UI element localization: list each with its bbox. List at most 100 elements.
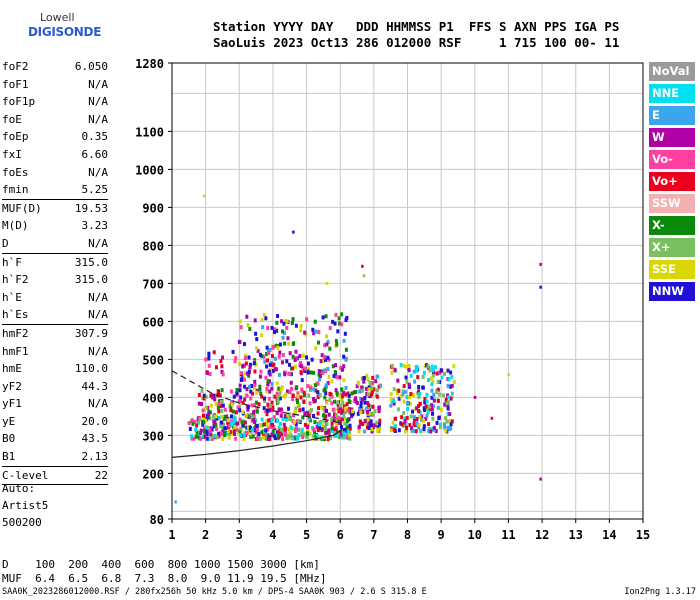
- echo-point: [370, 386, 374, 391]
- echo-point: [400, 422, 404, 427]
- echo-point: [247, 369, 251, 374]
- echo-point: [285, 325, 289, 330]
- echo-point: [392, 427, 396, 432]
- echo-point: [280, 429, 284, 434]
- echo-point: [338, 418, 342, 423]
- echo-point: [452, 364, 456, 369]
- echo-point: [347, 398, 351, 403]
- echo-point: [275, 418, 279, 423]
- echo-point: [202, 426, 206, 431]
- echo-point: [265, 364, 269, 369]
- echo-point: [360, 385, 364, 390]
- muf-table-distance-row: D 100 200 400 600 800 1000 1500 3000 [km…: [2, 558, 320, 571]
- echo-point: [450, 419, 454, 424]
- echo-point: [446, 400, 450, 405]
- y-tick-label: 1100: [135, 125, 164, 139]
- echo-point: [244, 361, 248, 366]
- echo-point: [205, 432, 209, 437]
- echo-point: [300, 378, 304, 383]
- y-tick-label: 500: [142, 353, 164, 367]
- echo-point: [345, 421, 349, 426]
- echo-point: [266, 379, 270, 384]
- echo-point: [322, 437, 326, 442]
- echo-point: [344, 392, 348, 397]
- echo-point: [397, 396, 401, 401]
- echo-point: [427, 404, 431, 409]
- echo-point: [262, 312, 266, 317]
- parameter-row: h`Es N/A: [2, 306, 108, 324]
- echo-point: [285, 359, 289, 364]
- echo-point: [375, 420, 379, 425]
- echo-point: [404, 375, 408, 380]
- echo-point: [241, 363, 245, 368]
- echo-point: [287, 427, 291, 432]
- echo-point: [272, 330, 276, 335]
- echo-point: [429, 403, 433, 408]
- echo-point: [432, 425, 436, 430]
- echo-point: [280, 360, 284, 365]
- echo-point: [268, 372, 272, 377]
- echo-point: [282, 394, 286, 399]
- echo-point: [316, 411, 320, 416]
- parameter-name: h`F: [2, 255, 22, 269]
- echo-point: [255, 390, 259, 395]
- echo-point: [348, 423, 352, 428]
- echo-point: [216, 405, 220, 410]
- echo-point: [443, 425, 447, 430]
- echo-point: [359, 396, 363, 401]
- parameter-row: hmE 110.0: [2, 360, 108, 378]
- echo-point: [291, 354, 295, 359]
- echo-point: [392, 401, 396, 406]
- echo-point: [330, 428, 334, 433]
- echo-point: [278, 342, 282, 347]
- echo-point: [407, 382, 411, 387]
- parameter-row: MUF(D) 19.53: [2, 200, 108, 218]
- echo-point: [275, 381, 279, 386]
- parameter-row: foF2 6.050: [2, 58, 108, 76]
- echo-point: [342, 354, 346, 359]
- echo-point: [345, 432, 349, 437]
- echo-point: [352, 398, 356, 403]
- echo-point: [275, 391, 279, 396]
- echo-point: [233, 410, 237, 415]
- echo-point: [212, 424, 216, 429]
- echo-point: [368, 404, 372, 409]
- trace-dashed: [171, 370, 343, 425]
- parameter-name: MUF(D): [2, 201, 42, 215]
- echo-point: [265, 345, 269, 350]
- logo-lowell-text: Lowell: [40, 11, 75, 24]
- echo-point: [299, 364, 303, 369]
- autoscaling-info: Auto: Artist5 500200: [2, 480, 48, 531]
- echo-point: [255, 346, 259, 351]
- echo-point: [342, 338, 346, 343]
- echo-point: [294, 349, 298, 354]
- echo-point: [306, 428, 310, 433]
- echo-point: [233, 424, 237, 429]
- echo-point: [199, 436, 203, 441]
- echo-point: [366, 401, 370, 406]
- echo-point: [334, 388, 338, 393]
- echo-point: [259, 369, 263, 374]
- echo-point: [282, 321, 286, 326]
- echo-point: [208, 410, 212, 415]
- echo-point: [372, 387, 376, 392]
- echo-point: [209, 393, 213, 398]
- echo-point: [302, 390, 306, 395]
- echo-point: [201, 408, 205, 413]
- echo-point: [364, 406, 368, 411]
- echo-point: [217, 415, 221, 420]
- echo-point: [207, 411, 211, 416]
- echo-point: [290, 320, 294, 325]
- echo-point: [435, 390, 439, 395]
- echo-point: [317, 340, 321, 345]
- echo-point: [342, 364, 346, 369]
- echo-point: [332, 374, 336, 379]
- echo-point: [316, 394, 320, 399]
- echo-point: [258, 352, 262, 357]
- echo-point: [258, 437, 262, 442]
- legend-item-x-: X-: [649, 216, 695, 235]
- echo-point: [301, 365, 305, 370]
- parameter-name: hmE: [2, 362, 22, 376]
- echo-point: [338, 403, 342, 408]
- echo-point: [271, 363, 275, 368]
